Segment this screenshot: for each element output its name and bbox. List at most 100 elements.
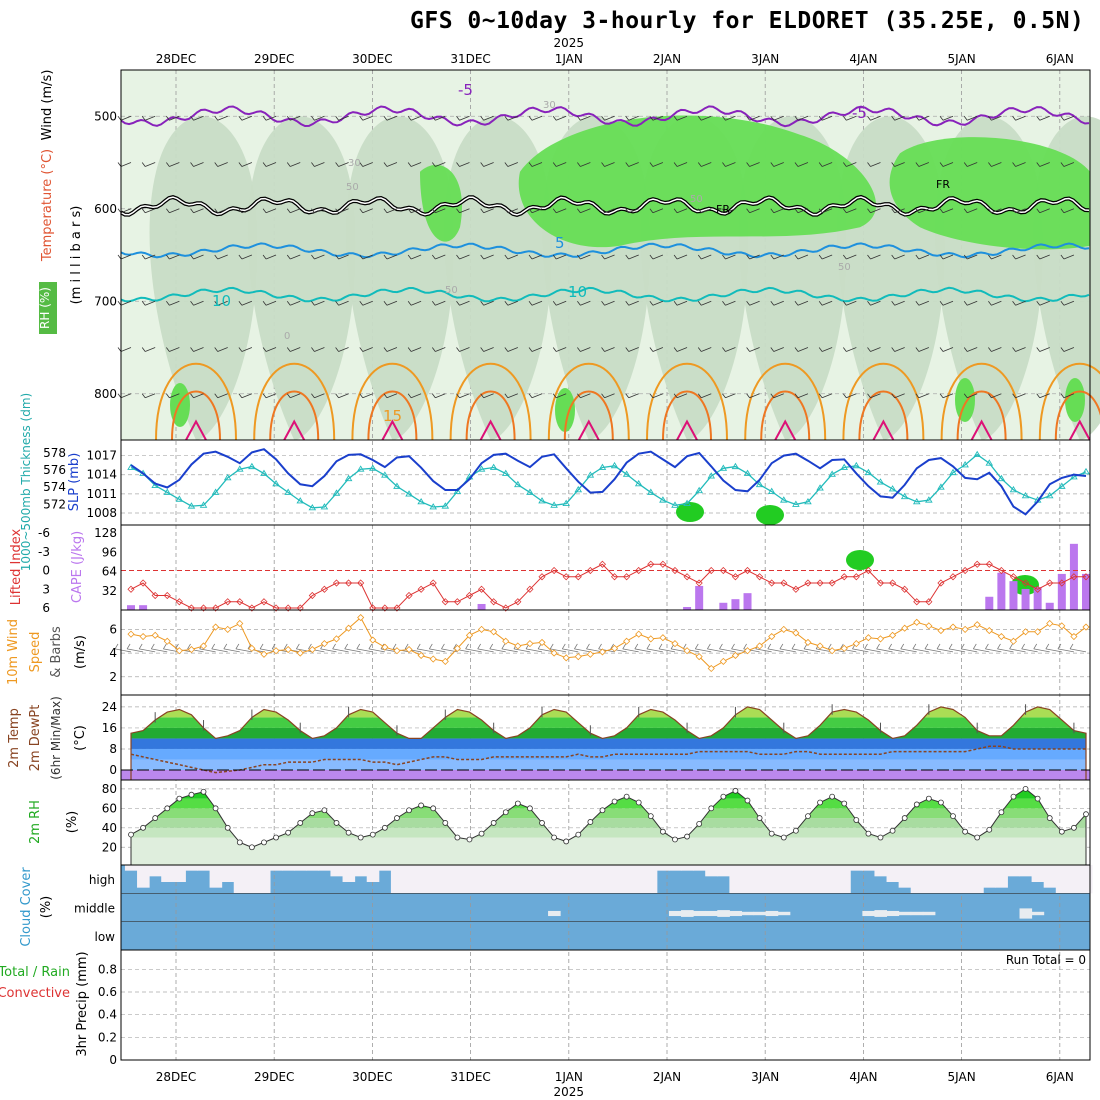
thickness-point	[1009, 485, 1018, 493]
pressure-tick: 800	[94, 387, 117, 401]
upper-wind-barb	[746, 115, 760, 121]
wind-speed-point	[925, 622, 933, 630]
lifted-index-point	[973, 560, 981, 568]
rh2m-point	[817, 799, 823, 806]
upper-wind-barb	[190, 162, 204, 167]
wind-speed-point	[320, 640, 328, 648]
upper-wind-barb	[794, 347, 809, 352]
thickness-point	[526, 488, 534, 495]
slp-tick: 1014	[86, 468, 117, 482]
upper-wind-barb	[480, 162, 494, 167]
rh2m-point	[394, 815, 400, 821]
high-cloud-gap	[1067, 865, 1081, 894]
temp-contour-20-day9	[1068, 419, 1091, 441]
upper-wind-barb	[286, 347, 301, 352]
upper-wind-barb	[697, 347, 712, 352]
temp-contour-20-day5	[676, 419, 698, 441]
upper-wind-barb	[867, 208, 881, 214]
thickness-point	[755, 480, 764, 488]
thickness-point	[344, 474, 353, 482]
upper-wind-barb	[480, 254, 494, 260]
cape-bar	[1057, 573, 1066, 610]
upper-wind-barb	[867, 300, 881, 306]
high-cloud-gap	[741, 865, 755, 894]
upper-wind-barb	[722, 254, 736, 260]
upper-wind-barb	[335, 208, 349, 214]
rh2m-point	[623, 793, 630, 800]
rh2m-point	[768, 830, 775, 837]
upper-wind-barb	[1012, 300, 1026, 306]
pressure-tick: 500	[94, 109, 117, 123]
upper-wind-barb	[649, 347, 664, 352]
upper-wind-barb	[214, 347, 228, 352]
lifted-index-point	[780, 579, 788, 587]
temp-contour-15-day1	[253, 362, 336, 441]
upper-wind-barb	[722, 347, 736, 352]
lifted-index-point	[272, 604, 280, 612]
thickness-point	[332, 489, 341, 496]
upper-wind-barb	[286, 162, 301, 167]
temp-band	[131, 759, 1086, 770]
upper-wind-barb	[335, 162, 349, 167]
high-cloud-gap	[644, 865, 658, 894]
upper-wind-barb	[1060, 393, 1075, 399]
wind-speed-point	[478, 625, 486, 633]
upper-wind-barb	[311, 300, 325, 306]
surface-wind-barb	[1045, 643, 1062, 653]
temp-contour-15-day7	[842, 362, 925, 441]
temp-contour-17-day7	[858, 390, 909, 441]
wind-speed-point	[332, 635, 341, 643]
rh2m-point	[273, 834, 279, 841]
wind-speed-point	[163, 637, 171, 645]
cape-bar	[1009, 581, 1018, 610]
upper-wind-barb	[407, 162, 422, 167]
upper-wind-barb	[577, 254, 591, 260]
dewpoint-line	[130, 745, 1086, 774]
lifted-index-point	[441, 598, 449, 606]
upper-wind-barb	[504, 393, 518, 399]
rh2m-point	[780, 834, 787, 841]
lifted-index-point	[635, 566, 643, 575]
wind-speed-point	[1009, 637, 1018, 645]
lifted-index-point	[1034, 585, 1042, 593]
upper-wind-barb	[625, 162, 639, 167]
upper-wind-barb	[262, 162, 277, 167]
high-cloud-gap	[850, 865, 863, 871]
rh2m-point	[732, 787, 739, 794]
upper-wind-barb	[1060, 162, 1075, 167]
high-cloud-gap	[801, 865, 815, 894]
upper-wind-barb	[601, 254, 615, 260]
high-cloud-gap	[1019, 865, 1033, 877]
rh2m-point	[539, 820, 545, 826]
wind-speed-point	[828, 647, 836, 655]
upper-wind-barb	[359, 254, 373, 260]
upper-wind-barb	[262, 347, 277, 352]
lifted-index-point	[453, 598, 461, 606]
thickness-point	[743, 469, 752, 476]
cloud-level-label: middle	[74, 902, 115, 916]
thickness-point	[223, 473, 232, 481]
high-cloud-gap	[402, 865, 416, 894]
thickness-point	[949, 468, 957, 476]
upper-wind-barb	[601, 347, 615, 352]
upper-wind-barb	[407, 300, 422, 306]
upper-wind-barb	[891, 162, 905, 167]
surface-wind-barb	[332, 643, 349, 653]
lifted-index-point	[816, 579, 824, 587]
temp-line	[130, 706, 1087, 780]
surface-wind-barb	[694, 643, 712, 653]
upper-wind-barb	[649, 162, 664, 167]
upper-wind-barb	[842, 162, 857, 167]
upper-wind-barb	[166, 162, 180, 167]
high-cloud-gap	[814, 865, 827, 894]
temp-contour-17-day9	[1054, 390, 1100, 441]
wind-speed-point	[792, 629, 800, 637]
wind-speed-point	[852, 640, 860, 648]
wind-speed-point	[610, 644, 619, 652]
upper-wind-barb	[480, 300, 494, 306]
lifted-index-point	[671, 566, 679, 575]
precip-tick: 0	[109, 1053, 117, 1067]
cape-bar	[1033, 587, 1042, 610]
surface-wind-barb	[537, 643, 555, 653]
rh2m-point	[672, 836, 678, 843]
